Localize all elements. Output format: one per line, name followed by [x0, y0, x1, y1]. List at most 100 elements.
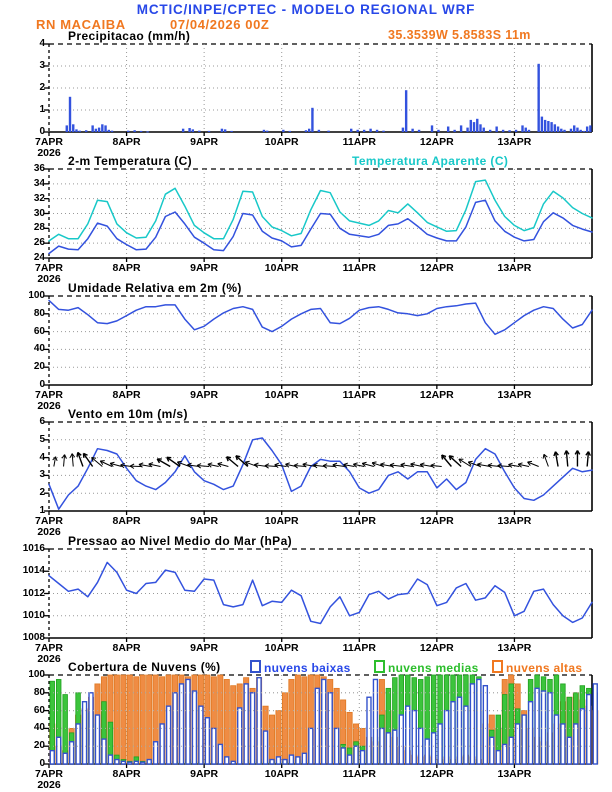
cloud-bar — [133, 760, 139, 765]
wind-barb-head — [148, 462, 154, 465]
x-tick-label: 8APR — [112, 642, 141, 654]
cloud-bar — [586, 693, 592, 765]
y-tick-label: 80 — [33, 307, 45, 319]
cloud-bar — [508, 736, 514, 765]
wind-barb-head — [313, 462, 318, 466]
cloud-bar — [165, 705, 172, 765]
wind-barb-head — [380, 463, 385, 468]
wind-barb-head — [148, 463, 153, 468]
cloud-bar — [417, 727, 424, 765]
series-line — [48, 561, 593, 625]
y-tick-label: 6 — [39, 416, 45, 427]
cloud-bar — [534, 687, 540, 765]
panel-title-temperature: 2-m Temperatura (C) — [68, 154, 193, 168]
wind-barb-head — [245, 460, 250, 463]
wind-barb — [497, 465, 510, 467]
cloud-bar — [294, 674, 301, 765]
wind-barb-head — [371, 462, 376, 467]
wind-barb-head — [207, 463, 212, 468]
cloud-bar — [49, 749, 55, 765]
y-tick-label: 4 — [39, 451, 45, 463]
series-line — [48, 199, 593, 255]
precip-bar — [459, 125, 463, 132]
precip-bar — [126, 130, 130, 132]
wind-barb-head — [244, 461, 249, 466]
x-tick-label: 7APR — [34, 768, 63, 780]
x-tick-label: 7APR — [34, 136, 63, 148]
wind-barb-head — [285, 463, 290, 468]
cloud-bar — [514, 723, 521, 765]
precip-bar — [304, 130, 308, 132]
wind-barb — [543, 454, 549, 467]
wind-barb-head — [332, 464, 337, 468]
wind-barb — [448, 455, 462, 468]
wind-barb-head — [543, 453, 548, 458]
cloud-bar — [443, 709, 450, 765]
wind-barb — [586, 451, 590, 467]
cloud-bar — [114, 758, 120, 765]
cloud-bar — [340, 747, 346, 765]
cloud-bar — [476, 678, 482, 765]
wind-barb-head — [176, 461, 181, 466]
precip-bar — [139, 130, 143, 132]
wind-barb — [389, 464, 403, 467]
cloud-bar — [126, 674, 133, 765]
panel-title-precipitation: Precipitacao (mm/h) — [68, 29, 191, 43]
precip-bar — [327, 130, 330, 132]
precip-bar — [84, 130, 88, 132]
station-name: RN MACAIBA — [36, 17, 126, 32]
x-tick-label: 12APR — [419, 515, 454, 527]
cloud-bar — [236, 707, 243, 765]
precip-bar — [369, 128, 372, 132]
cloud-bar — [139, 674, 146, 765]
wind-barb-head — [441, 454, 447, 458]
wind-barb-head — [353, 462, 358, 465]
wind-barb — [508, 464, 520, 467]
wind-barb — [196, 464, 210, 467]
cloud-bar — [269, 758, 275, 765]
precip-bar — [556, 126, 560, 132]
precip-bar — [288, 130, 291, 132]
x-tick-label: 13APR — [497, 136, 532, 148]
x-tick-label: 13APR — [497, 768, 532, 780]
wind-barb — [323, 465, 336, 467]
y-tick-label: 20 — [33, 361, 45, 373]
cloud-bar — [573, 723, 579, 765]
wind-barb-head — [587, 451, 591, 456]
wind-barb-head — [196, 463, 202, 466]
wind-barb-head — [235, 455, 241, 458]
y-tick-label: 0 — [39, 758, 45, 769]
wind-barb — [91, 457, 103, 467]
cloud-bar — [405, 705, 411, 765]
cloud-bar — [527, 701, 534, 765]
precip-bar — [401, 127, 405, 132]
precip-bar — [107, 129, 110, 132]
wind-barb-head — [542, 454, 545, 459]
wind-barb — [77, 452, 84, 467]
cloud-bar — [450, 701, 456, 765]
cloud-bar — [301, 752, 308, 765]
cloud-bar — [113, 674, 120, 765]
precip-bar — [521, 125, 524, 132]
cloud-bar — [269, 714, 276, 765]
y-tick-label: 34 — [33, 177, 45, 189]
wind-barb-head — [207, 462, 213, 465]
y-tick-label: 26 — [33, 237, 45, 249]
x-tick-label: 10APR — [264, 768, 299, 780]
precip-bar — [446, 126, 450, 132]
y-tick-label: 30 — [33, 207, 45, 219]
precip-bar — [101, 124, 104, 132]
wind-barb-head — [138, 462, 144, 465]
precip-bar — [68, 96, 72, 132]
x-tick-label: 7APR — [34, 515, 63, 527]
wind-barb — [177, 461, 190, 467]
wind-barb-head — [361, 463, 366, 467]
legend-mid-clouds: nuvens medias — [374, 660, 479, 675]
x-tick-label: 11APR — [342, 768, 376, 780]
precip-bar — [181, 128, 185, 132]
wind-barb-head — [517, 463, 522, 468]
precip-bar — [94, 128, 98, 132]
panel-title-wind: Vento em 10m (m/s) — [68, 407, 188, 421]
wind-barb — [100, 460, 113, 467]
wind-barb-head — [497, 465, 502, 469]
